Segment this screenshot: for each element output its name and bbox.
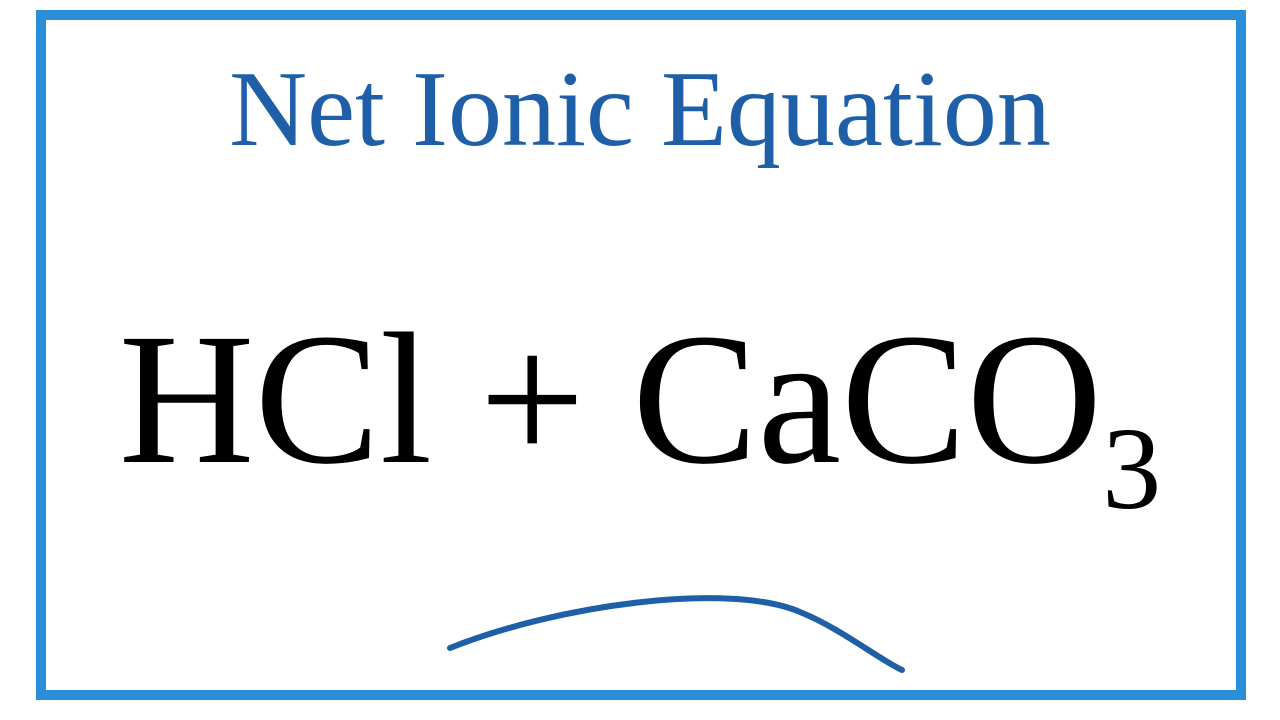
- subscript-3: 3: [1102, 403, 1161, 534]
- title-text: Net Ionic Equation: [138, 48, 1142, 172]
- underline-swoosh-icon: [440, 586, 910, 676]
- chemical-equation: HCl + CaCO3: [82, 290, 1198, 507]
- plus-operator: +: [432, 294, 632, 503]
- formula-caco: CaCO: [632, 294, 1102, 503]
- formula-hcl: HCl: [119, 294, 432, 503]
